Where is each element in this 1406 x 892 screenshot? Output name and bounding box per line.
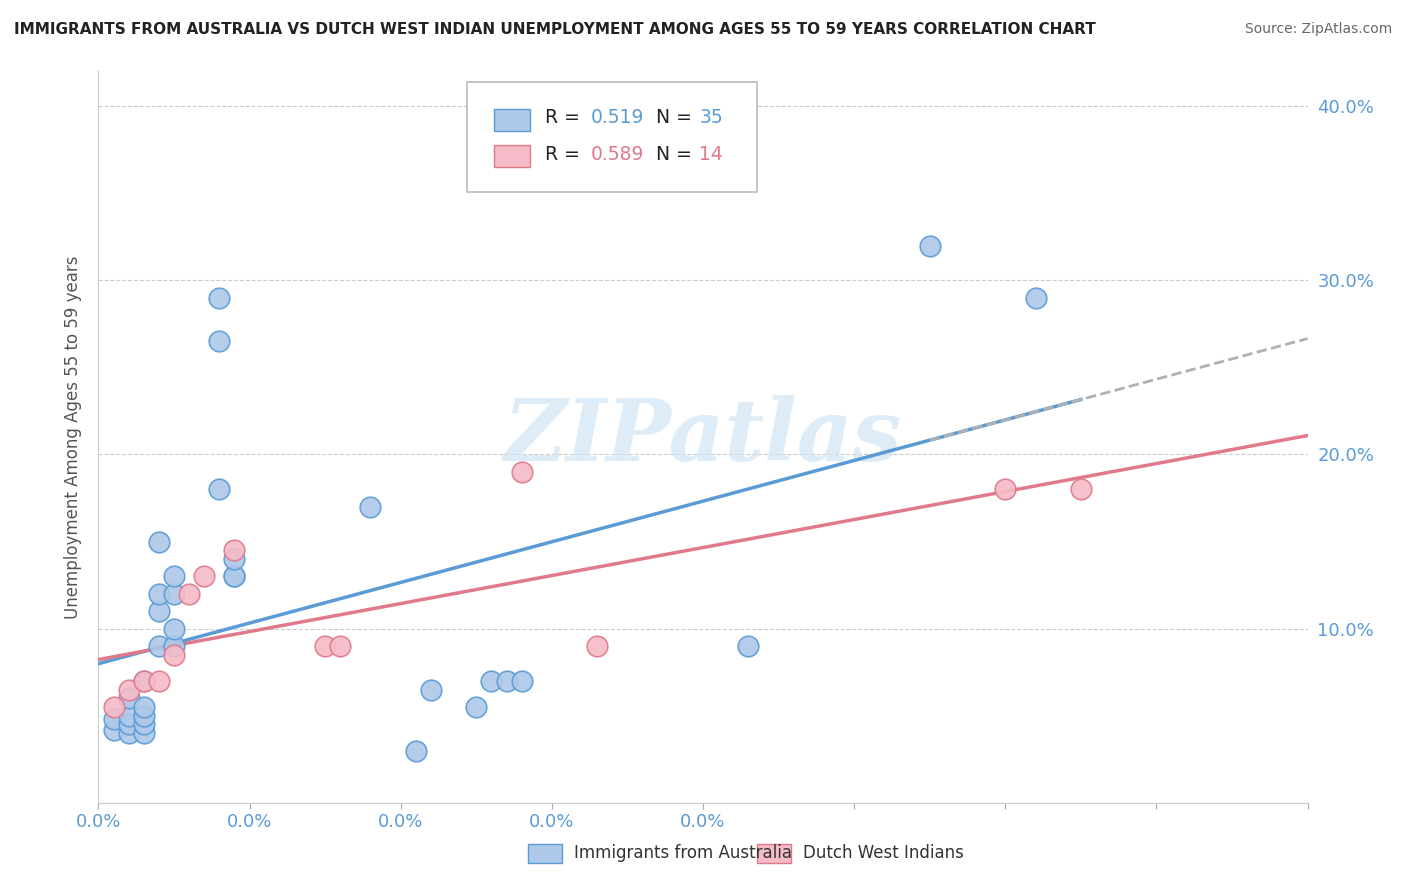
FancyBboxPatch shape bbox=[494, 145, 530, 167]
Point bbox=[495, 673, 517, 688]
Point bbox=[103, 712, 125, 726]
Text: R =: R = bbox=[544, 108, 585, 127]
Text: Source: ZipAtlas.com: Source: ZipAtlas.com bbox=[1244, 22, 1392, 37]
Text: 0.589: 0.589 bbox=[591, 145, 644, 163]
Point bbox=[510, 673, 533, 688]
Point bbox=[132, 726, 155, 740]
Point bbox=[163, 622, 186, 636]
Point bbox=[132, 717, 155, 731]
Point bbox=[163, 648, 186, 662]
Point bbox=[208, 483, 231, 497]
Point bbox=[132, 673, 155, 688]
Point bbox=[465, 700, 488, 714]
Point bbox=[405, 743, 427, 757]
Point bbox=[118, 717, 141, 731]
Y-axis label: Unemployment Among Ages 55 to 59 years: Unemployment Among Ages 55 to 59 years bbox=[65, 255, 83, 619]
Point bbox=[224, 569, 246, 583]
Point bbox=[481, 673, 503, 688]
Point bbox=[103, 700, 125, 714]
Point bbox=[118, 682, 141, 697]
Point bbox=[163, 569, 186, 583]
Text: ZIPatlas: ZIPatlas bbox=[503, 395, 903, 479]
Point bbox=[148, 534, 170, 549]
Point bbox=[994, 483, 1017, 497]
Point bbox=[1070, 483, 1092, 497]
Point bbox=[132, 708, 155, 723]
Text: N =: N = bbox=[644, 108, 697, 127]
Text: 0.519: 0.519 bbox=[591, 108, 644, 127]
Point bbox=[208, 334, 231, 349]
FancyBboxPatch shape bbox=[527, 844, 561, 863]
Text: N =: N = bbox=[644, 145, 697, 163]
Point bbox=[163, 639, 186, 653]
FancyBboxPatch shape bbox=[494, 109, 530, 130]
Text: 35: 35 bbox=[699, 108, 723, 127]
Point bbox=[132, 673, 155, 688]
Point bbox=[510, 465, 533, 479]
Point bbox=[179, 587, 201, 601]
Text: R =: R = bbox=[544, 145, 585, 163]
Point bbox=[132, 700, 155, 714]
Text: IMMIGRANTS FROM AUSTRALIA VS DUTCH WEST INDIAN UNEMPLOYMENT AMONG AGES 55 TO 59 : IMMIGRANTS FROM AUSTRALIA VS DUTCH WEST … bbox=[14, 22, 1095, 37]
Point bbox=[586, 639, 609, 653]
FancyBboxPatch shape bbox=[467, 82, 758, 192]
Point bbox=[329, 639, 352, 653]
Point bbox=[103, 723, 125, 737]
Point bbox=[118, 691, 141, 706]
Point bbox=[118, 726, 141, 740]
Point bbox=[224, 552, 246, 566]
Text: Dutch West Indians: Dutch West Indians bbox=[803, 844, 965, 863]
Point bbox=[148, 639, 170, 653]
Point bbox=[360, 500, 382, 514]
Point bbox=[148, 673, 170, 688]
Point bbox=[224, 543, 246, 558]
Point bbox=[918, 238, 941, 252]
Point bbox=[193, 569, 215, 583]
FancyBboxPatch shape bbox=[758, 844, 792, 863]
Point bbox=[208, 291, 231, 305]
Point bbox=[314, 639, 336, 653]
Point bbox=[1025, 291, 1047, 305]
Point bbox=[148, 587, 170, 601]
Point bbox=[420, 682, 443, 697]
Point bbox=[163, 587, 186, 601]
Text: 14: 14 bbox=[699, 145, 723, 163]
Point bbox=[737, 639, 759, 653]
Text: Immigrants from Australia: Immigrants from Australia bbox=[574, 844, 792, 863]
Point bbox=[224, 569, 246, 583]
Point bbox=[118, 708, 141, 723]
Point bbox=[148, 604, 170, 618]
